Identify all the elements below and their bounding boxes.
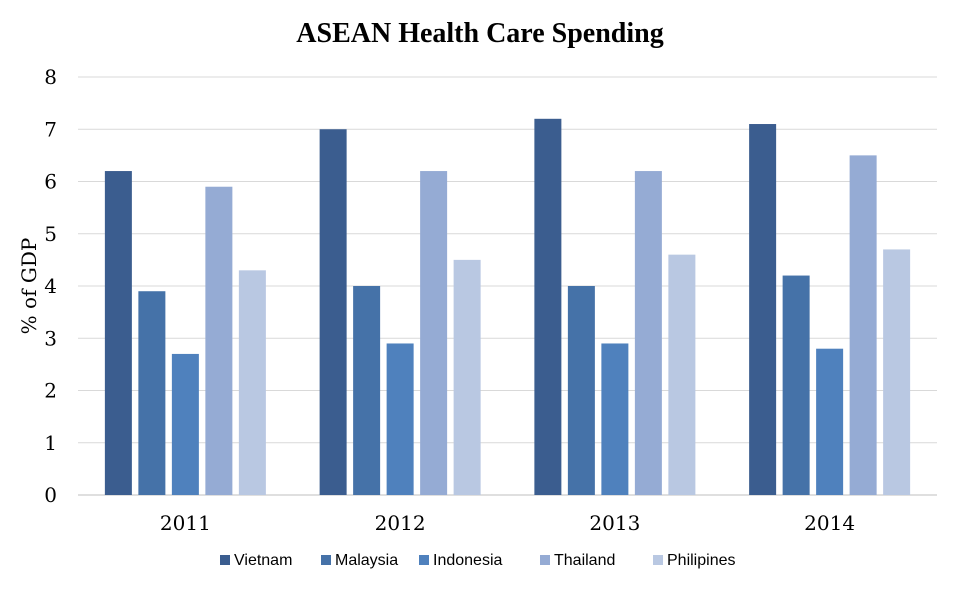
bar-philipines-2014 — [883, 249, 911, 495]
bar-malaysia-2011 — [138, 291, 166, 495]
bar-indonesia-2011 — [171, 353, 199, 495]
bar-indonesia-2014 — [816, 348, 844, 495]
bar-vietnam-2014 — [749, 124, 777, 496]
bar-thailand-2011 — [205, 186, 233, 495]
legend-label-thailand: Thailand — [554, 552, 615, 569]
bars — [104, 118, 911, 496]
y-tick-label: 0 — [44, 483, 57, 507]
legend-swatch-philipines — [653, 555, 663, 565]
legend-label-malaysia: Malaysia — [335, 552, 398, 569]
y-axis-label: % of GDP — [17, 238, 41, 335]
legend-label-vietnam: Vietnam — [234, 552, 292, 569]
bar-indonesia-2013 — [601, 343, 629, 495]
legend-swatch-vietnam — [220, 555, 230, 565]
bar-malaysia-2014 — [782, 275, 810, 495]
y-tick-label: 3 — [44, 326, 57, 350]
legend-label-philipines: Philipines — [667, 552, 735, 569]
y-tick-label: 5 — [44, 222, 57, 246]
bar-philipines-2012 — [453, 259, 481, 495]
bar-malaysia-2013 — [567, 286, 595, 495]
bar-thailand-2013 — [634, 171, 662, 496]
x-tick-label: 2014 — [804, 511, 855, 535]
legend-swatch-malaysia — [321, 555, 331, 565]
bar-thailand-2014 — [849, 155, 877, 495]
legend-swatch-indonesia — [419, 555, 429, 565]
y-tick-label: 7 — [44, 117, 57, 141]
x-tick-label: 2012 — [375, 511, 426, 535]
x-axis-ticks: 2011 2012 2013 2014 — [160, 511, 855, 535]
y-tick-label: 8 — [44, 65, 57, 89]
bar-thailand-2012 — [420, 171, 448, 496]
bar-philipines-2011 — [238, 270, 266, 495]
x-tick-label: 2011 — [160, 511, 211, 535]
chart-title: ASEAN Health Care Spending — [296, 18, 663, 49]
bar-vietnam-2011 — [104, 171, 132, 496]
y-tick-label: 2 — [44, 379, 57, 403]
y-axis-ticks: 0 1 2 3 4 5 6 7 8 — [44, 65, 57, 507]
legend-label-indonesia: Indonesia — [433, 552, 502, 569]
y-tick-label: 6 — [44, 170, 57, 194]
x-tick-label: 2013 — [589, 511, 640, 535]
legend: Vietnam Malaysia Indonesia Thailand Philipin… — [220, 552, 735, 569]
y-tick-label: 4 — [44, 274, 57, 298]
y-tick-label: 1 — [44, 431, 57, 455]
bar-malaysia-2012 — [353, 286, 381, 495]
bar-vietnam-2012 — [319, 129, 347, 495]
bar-indonesia-2012 — [386, 343, 414, 495]
bar-philipines-2013 — [668, 254, 696, 495]
bar-vietnam-2013 — [534, 118, 562, 496]
legend-swatch-thailand — [540, 555, 550, 565]
